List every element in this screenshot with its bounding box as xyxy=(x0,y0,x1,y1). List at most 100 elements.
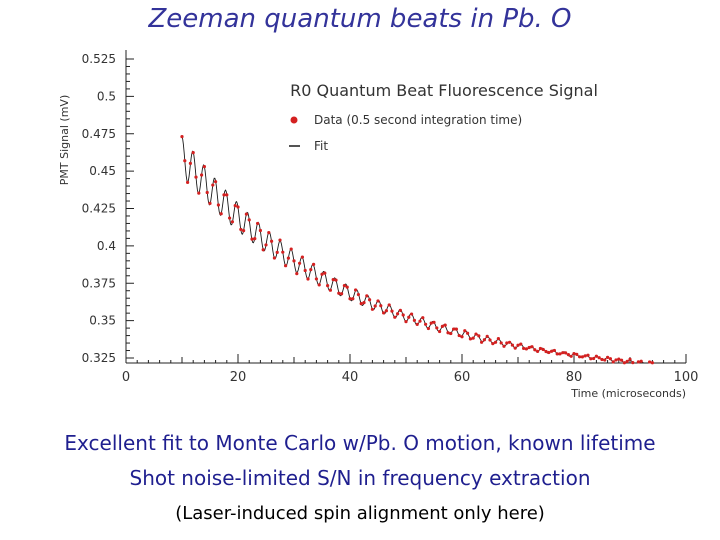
data-point xyxy=(191,151,195,155)
x-axis-label: Time (microseconds) xyxy=(570,387,686,400)
data-point xyxy=(326,284,330,288)
data-point xyxy=(421,316,425,320)
data-point xyxy=(648,360,652,364)
data-point xyxy=(365,294,369,298)
data-point xyxy=(530,345,534,349)
data-point xyxy=(424,322,428,326)
data-point xyxy=(194,175,198,179)
data-point xyxy=(298,261,302,265)
data-point xyxy=(309,268,313,272)
data-point xyxy=(432,320,436,324)
data-point xyxy=(482,338,486,342)
data-point xyxy=(272,256,276,260)
data-point xyxy=(628,357,632,361)
y-tick-label: 0.45 xyxy=(89,164,116,178)
data-point xyxy=(183,159,187,163)
data-point xyxy=(267,231,271,235)
data-point xyxy=(359,302,363,306)
data-point xyxy=(471,336,475,340)
data-point xyxy=(390,309,394,313)
data-point xyxy=(418,319,422,323)
data-point xyxy=(342,283,346,288)
data-point xyxy=(351,297,355,301)
data-point xyxy=(454,327,458,331)
data-point xyxy=(300,255,304,259)
data-point xyxy=(337,291,341,295)
data-point xyxy=(208,201,212,205)
data-point xyxy=(362,301,366,305)
data-point xyxy=(415,322,419,326)
data-point xyxy=(625,359,629,364)
y-axis-label: PMT Signal (mV) xyxy=(58,95,71,185)
data-point xyxy=(289,247,293,251)
data-point xyxy=(317,283,321,287)
data-point xyxy=(379,304,383,308)
y-tick-label: 0.375 xyxy=(82,276,116,290)
data-point xyxy=(225,193,229,197)
data-point xyxy=(205,190,209,195)
data-point xyxy=(216,203,220,207)
data-point xyxy=(331,278,335,282)
x-tick-label: 0 xyxy=(122,370,130,385)
data-point xyxy=(356,292,360,297)
data-point xyxy=(449,331,453,336)
data-point xyxy=(348,297,352,301)
data-point xyxy=(452,327,456,331)
data-point xyxy=(580,355,585,359)
data-point xyxy=(410,312,414,316)
data-point xyxy=(597,356,601,360)
data-point xyxy=(314,277,318,281)
data-point xyxy=(600,357,604,362)
data-point xyxy=(278,238,282,242)
bullet-spin-alignment: (Laser-induced spin alignment only here) xyxy=(175,503,545,524)
data-point xyxy=(603,358,607,362)
data-point xyxy=(468,337,472,341)
data-point xyxy=(376,299,380,303)
y-tick-label: 0.35 xyxy=(89,314,116,328)
data-point xyxy=(188,161,192,165)
data-point xyxy=(244,212,248,216)
data-point xyxy=(586,353,590,357)
data-point xyxy=(281,250,285,254)
data-point xyxy=(323,271,327,275)
data-point xyxy=(334,278,338,282)
data-point xyxy=(488,338,492,342)
data-point xyxy=(368,298,372,302)
data-point xyxy=(345,285,349,289)
x-tick-label: 100 xyxy=(674,370,699,385)
data-point xyxy=(544,349,548,354)
data-point xyxy=(552,348,557,353)
data-point xyxy=(222,193,226,197)
legend-data-label: Data (0.5 second integration time) xyxy=(314,113,522,127)
data-point xyxy=(594,354,599,358)
data-point xyxy=(340,292,344,296)
data-point xyxy=(440,324,444,328)
data-point xyxy=(446,331,450,335)
quantum-beat-chart: 0 20 40 60 80 100 0.525 0.5 0.475 0.45 0.425 0.4 0.3… xyxy=(58,50,699,400)
data-point xyxy=(494,340,498,344)
y-tick-label: 0.4 xyxy=(97,239,116,253)
slide-title: Zeeman quantum beats in Pb. O xyxy=(148,4,572,34)
data-point xyxy=(578,355,582,359)
y-tick-label: 0.425 xyxy=(82,202,116,216)
data-point xyxy=(558,352,562,356)
data-point xyxy=(398,308,402,312)
data-point xyxy=(270,239,274,243)
bullet-fit-quality: Excellent fit to Monte Carlo w/Pb. O mot… xyxy=(64,431,656,455)
data-point xyxy=(320,272,324,276)
data-point xyxy=(538,346,543,351)
data-point xyxy=(564,351,568,355)
data-point xyxy=(496,337,500,341)
data-point xyxy=(233,204,237,208)
data-point xyxy=(373,304,377,308)
data-point xyxy=(264,243,268,247)
data-point xyxy=(561,351,565,355)
legend: Data (0.5 second integration time) Fit xyxy=(289,113,522,153)
data-point xyxy=(513,346,517,350)
data-point xyxy=(382,311,386,315)
data-layer xyxy=(180,135,655,365)
data-point xyxy=(611,360,615,364)
y-tick-label: 0.475 xyxy=(82,127,116,141)
data-point xyxy=(219,212,223,216)
legend-data-marker xyxy=(290,116,298,124)
